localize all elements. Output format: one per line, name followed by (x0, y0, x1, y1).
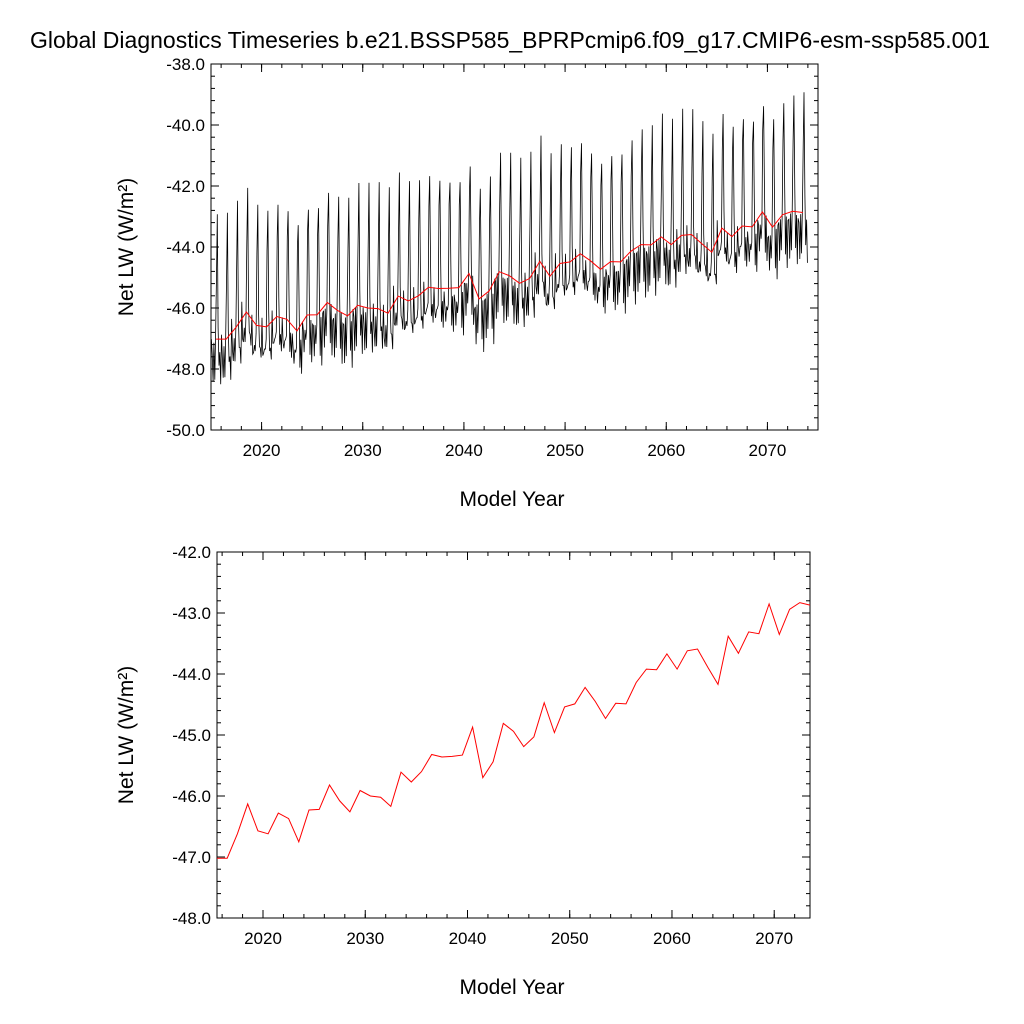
x-tick-label: 2020 (244, 929, 282, 948)
y-tick-label: -48.0 (166, 360, 205, 379)
y-tick-label: -43.0 (172, 604, 211, 623)
y-tick-label: -47.0 (172, 848, 211, 867)
annual-series-line (217, 602, 811, 859)
y-tick-label: -46.0 (172, 787, 211, 806)
bottom-series-layer (217, 602, 811, 859)
y-tick-label: -50.0 (166, 421, 205, 440)
annual-series-line (216, 210, 803, 340)
top-x-axis-label: Model Year (459, 488, 564, 511)
y-tick-label: -42.0 (172, 543, 211, 562)
bottom-tick-layer: -48.0 -47.0 -46.0 -45.0 -44.0 -43.0 -42.0 2020 2… (172, 543, 810, 948)
x-tick-label: 2070 (755, 929, 793, 948)
y-tick-label: -48.0 (172, 909, 211, 928)
top-tick-layer: -50.0 -48.0 -46.0 -44.0 -42.0 -40.0 -38.0 2020 2… (166, 55, 818, 460)
bottom-panel: -48.0 -47.0 -46.0 -45.0 -44.0 -43.0 -42.0 2020 2… (115, 543, 811, 999)
monthly-series-line (211, 92, 808, 385)
y-tick-label: -44.0 (166, 238, 205, 257)
x-tick-label: 2060 (653, 929, 691, 948)
x-tick-label: 2030 (344, 441, 382, 460)
y-tick-label: -46.0 (166, 299, 205, 318)
x-tick-label: 2020 (243, 441, 281, 460)
x-tick-label: 2050 (546, 441, 584, 460)
x-tick-label: 2030 (346, 929, 384, 948)
x-tick-label: 2050 (551, 929, 589, 948)
top-series-layer (211, 92, 808, 385)
x-tick-label: 2040 (449, 929, 487, 948)
top-panel: -50.0 -48.0 -46.0 -44.0 -42.0 -40.0 -38.0 2020 2… (115, 55, 819, 511)
y-tick-label: -44.0 (172, 665, 211, 684)
y-tick-label: -45.0 (172, 726, 211, 745)
chart-title: Global Diagnostics Timeseries b.e21.BSSP… (30, 27, 990, 53)
y-tick-label: -40.0 (166, 116, 205, 135)
bottom-y-axis-label: Net LW (W/m²) (115, 666, 138, 804)
y-tick-label: -38.0 (166, 55, 205, 74)
y-tick-label: -42.0 (166, 177, 205, 196)
bottom-plot-frame (216, 551, 811, 919)
x-tick-label: 2040 (445, 441, 483, 460)
x-tick-label: 2060 (647, 441, 685, 460)
x-tick-label: 2070 (749, 441, 787, 460)
top-y-axis-label: Net LW (W/m²) (115, 178, 138, 316)
bottom-x-axis-label: Model Year (459, 976, 564, 999)
